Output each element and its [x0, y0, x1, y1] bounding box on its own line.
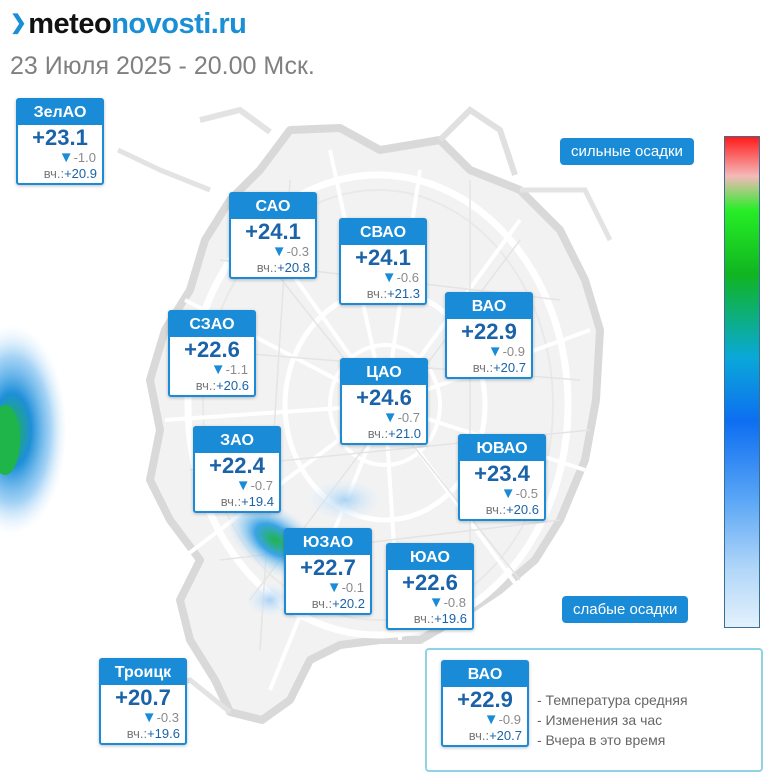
down-triangle-icon: ▼: [381, 269, 397, 286]
district-temperature: +22.4: [209, 453, 265, 478]
district-temperature: +22.6: [184, 337, 240, 362]
district-card[interactable]: САО +24.1 ▼-0.3 вч.:+20.8: [229, 192, 317, 279]
district-temperature: +23.1: [32, 125, 88, 150]
down-triangle-icon: ▼: [271, 243, 287, 260]
district-hourly-change: ▼-0.9: [487, 343, 525, 360]
district-temperature: +24.6: [356, 385, 412, 410]
district-yesterday: вч.:+20.9: [43, 166, 97, 181]
district-card[interactable]: СВАО +24.1 ▼-0.6 вч.:+21.3: [339, 218, 427, 305]
district-temperature: +22.6: [402, 570, 458, 595]
scale-label-heavy: сильные осадки: [560, 138, 694, 165]
district-hourly-change: ▼-0.7: [382, 409, 420, 426]
district-yesterday: вч.:+20.7: [472, 360, 526, 375]
logo-text-part2: novosti.ru: [111, 8, 247, 40]
district-card[interactable]: ЦАО +24.6 ▼-0.7 вч.:+21.0: [340, 358, 428, 445]
district-hourly-change: ▼-0.7: [235, 477, 273, 494]
district-hourly-change: ▼-1.1: [210, 361, 248, 378]
district-name: ЗАО: [195, 428, 279, 453]
down-triangle-icon: ▼: [487, 343, 503, 360]
district-name: Троицк: [101, 660, 185, 685]
district-yesterday: вч.:+19.6: [126, 726, 180, 741]
district-hourly-change: ▼-0.8: [428, 594, 466, 611]
logo-icon: ❯: [10, 12, 27, 34]
legend-card-name: ВАО: [443, 662, 527, 687]
district-name: ЮЗАО: [286, 530, 370, 555]
down-triangle-icon: ▼: [382, 409, 398, 426]
down-triangle-icon: ▼: [58, 149, 74, 166]
report-datetime: 23 Июля 2025 - 20.00 Мск.: [10, 52, 315, 80]
down-triangle-icon: ▼: [500, 485, 516, 502]
legend-example-card: ВАО +22.9 ▼-0.9 вч.:+20.7: [441, 660, 529, 747]
district-yesterday: вч.:+20.2: [311, 596, 365, 611]
district-name: ЮАО: [388, 545, 472, 570]
district-name: ВАО: [447, 294, 531, 319]
district-name: СЗАО: [170, 312, 254, 337]
district-name: САО: [231, 194, 315, 219]
legend-card-temp: +22.9: [457, 687, 513, 712]
district-yesterday: вч.:+20.6: [485, 502, 539, 517]
district-hourly-change: ▼-0.1: [326, 579, 364, 596]
down-triangle-icon: ▼: [428, 594, 444, 611]
down-triangle-icon: ▼: [483, 711, 499, 728]
district-card[interactable]: Троицк +20.7 ▼-0.3 вч.:+19.6: [99, 658, 187, 745]
legend-card-delta: ▼-0.9: [483, 711, 521, 728]
district-card[interactable]: ВАО +22.9 ▼-0.9 вч.:+20.7: [445, 292, 533, 379]
district-card[interactable]: ЮАО +22.6 ▼-0.8 вч.:+19.6: [386, 543, 474, 630]
legend-line-change: - Изменения за час: [537, 712, 663, 728]
down-triangle-icon: ▼: [141, 709, 157, 726]
district-temperature: +23.4: [474, 461, 530, 486]
district-yesterday: вч.:+19.4: [220, 494, 274, 509]
down-triangle-icon: ▼: [326, 579, 342, 596]
district-hourly-change: ▼-1.0: [58, 149, 96, 166]
district-hourly-change: ▼-0.3: [141, 709, 179, 726]
legend-card-yesterday: вч.:+20.7: [468, 728, 522, 743]
down-triangle-icon: ▼: [210, 361, 226, 378]
scale-label-light: слабые осадки: [562, 596, 689, 623]
district-card[interactable]: ЮВАО +23.4 ▼-0.5 вч.:+20.6: [458, 434, 546, 521]
district-temperature: +20.7: [115, 685, 171, 710]
legend-descriptions: - Температура средняя - Изменения за час…: [537, 690, 688, 750]
district-temperature: +22.7: [300, 555, 356, 580]
district-yesterday: вч.:+19.6: [413, 611, 467, 626]
legend-box: ВАО +22.9 ▼-0.9 вч.:+20.7 - Температура …: [425, 648, 763, 772]
district-yesterday: вч.:+21.3: [366, 286, 420, 301]
legend-line-temperature: - Температура средняя: [537, 692, 688, 708]
district-yesterday: вч.:+20.6: [195, 378, 249, 393]
district-name: ЗелАО: [18, 100, 102, 125]
legend-line-yesterday: - Вчера в это время: [537, 732, 666, 748]
district-name: ЮВАО: [460, 436, 544, 461]
district-card[interactable]: ЗАО +22.4 ▼-0.7 вч.:+19.4: [193, 426, 281, 513]
site-logo[interactable]: ❯meteonovosti.ru: [10, 8, 247, 41]
district-hourly-change: ▼-0.6: [381, 269, 419, 286]
district-temperature: +24.1: [245, 219, 301, 244]
district-yesterday: вч.:+20.8: [256, 260, 310, 275]
district-hourly-change: ▼-0.3: [271, 243, 309, 260]
district-card[interactable]: СЗАО +22.6 ▼-1.1 вч.:+20.6: [168, 310, 256, 397]
precipitation-scale-bar: [724, 136, 760, 628]
district-temperature: +22.9: [461, 319, 517, 344]
district-temperature: +24.1: [355, 245, 411, 270]
district-name: СВАО: [341, 220, 425, 245]
district-card[interactable]: ЗелАО +23.1 ▼-1.0 вч.:+20.9: [16, 98, 104, 185]
district-yesterday: вч.:+21.0: [367, 426, 421, 441]
district-name: ЦАО: [342, 360, 426, 385]
logo-text-part1: meteo: [28, 8, 112, 40]
district-hourly-change: ▼-0.5: [500, 485, 538, 502]
down-triangle-icon: ▼: [235, 477, 251, 494]
district-card[interactable]: ЮЗАО +22.7 ▼-0.1 вч.:+20.2: [284, 528, 372, 615]
